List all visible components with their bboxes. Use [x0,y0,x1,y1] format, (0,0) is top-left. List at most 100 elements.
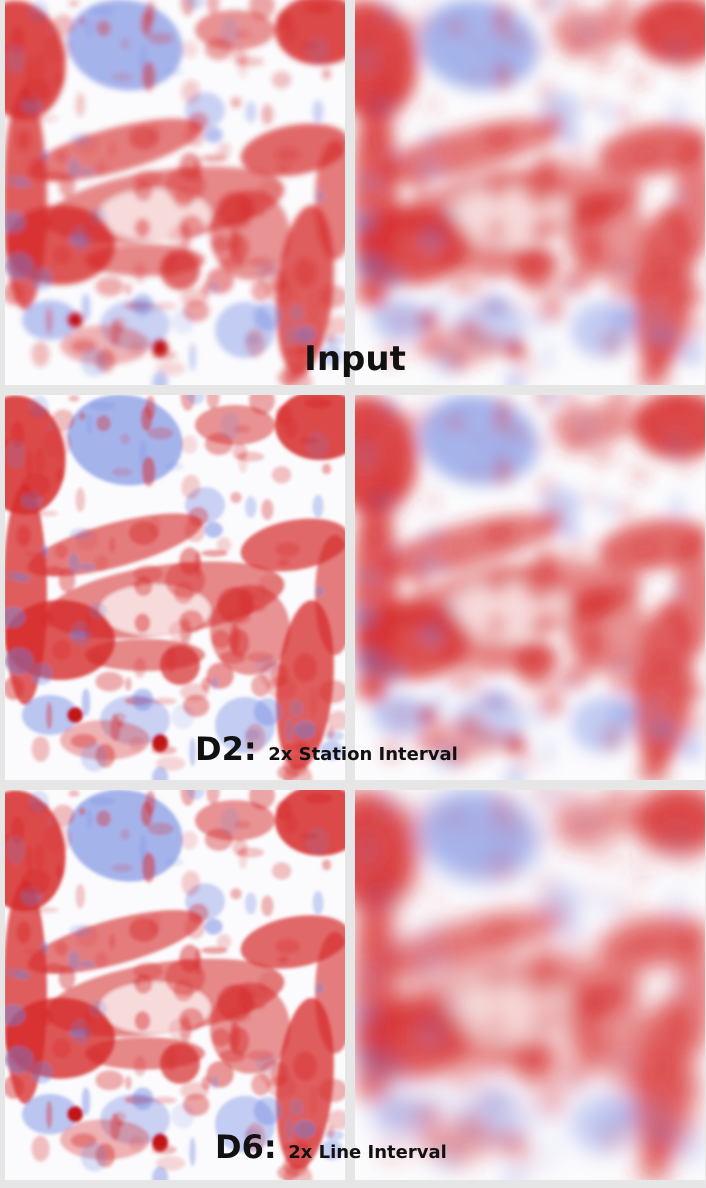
map-blob [58,567,76,593]
map-blob [216,933,232,950]
map-blob [95,671,124,692]
map-blob [681,68,691,80]
map-blob [80,347,108,377]
map-blob [43,824,72,854]
map-blob [589,48,605,66]
map-blob [34,843,45,870]
map-blob [246,256,274,268]
map-blob [606,395,633,415]
map-blob [406,73,417,88]
map-blob [665,431,689,460]
map-blob [603,651,632,663]
map-blob [26,449,34,480]
map-texture [355,395,705,780]
map-blob [219,651,246,664]
map-blob [520,1044,533,1072]
map-blob [615,178,644,201]
map-blob [180,830,198,850]
map-blob [67,1106,83,1123]
map-blob [293,1120,316,1139]
map-blob [602,723,623,753]
map-blob [68,553,80,574]
map-blob [304,792,333,804]
map-blob [180,435,198,454]
map-blob [643,1116,652,1142]
map-blob [567,1028,587,1047]
map-blob [155,756,186,771]
map-blob [505,1145,532,1155]
map-blob [222,217,252,231]
map-blob [145,0,156,25]
map-blob [88,256,106,273]
map-blob [94,555,109,571]
map-blob [151,745,177,755]
map-blob [586,888,599,900]
map-blob [374,948,389,955]
map-blob [54,148,68,164]
map-blob [5,281,24,306]
map-blob [52,1038,71,1059]
map-blob [430,412,439,421]
map-blob [470,720,478,728]
map-blob [366,129,382,152]
map-blob [541,790,561,800]
map-blob [615,970,644,994]
map-blob [58,172,76,198]
map-blob [611,697,640,726]
map-blob [95,276,124,297]
map-blob [16,524,31,547]
map-blob [376,845,384,876]
map-blob [54,543,68,559]
map-blob [410,965,428,991]
map-blob [487,657,501,678]
map-blob [541,395,561,405]
map-blob [132,978,142,987]
map-blob [671,99,683,124]
map-blob [679,1140,704,1161]
map-blob [431,168,449,176]
map-blob [635,955,648,964]
map-blob [20,481,31,497]
map-blob [488,218,505,238]
map-blob [671,890,683,915]
map-blob [485,186,496,195]
map-blob [315,585,325,597]
map-blob [355,281,375,306]
map-blob [28,790,49,814]
map-blob [441,1049,459,1066]
map-blob [69,924,92,937]
map-blob [320,740,344,761]
map-blob [110,714,121,741]
map-blob [643,322,652,347]
map-blob [315,982,325,994]
map-blob [5,647,34,675]
map-blob [535,435,554,454]
map-blob [321,68,332,80]
map-blob [204,126,223,143]
map-blob [669,686,677,717]
map-blob [304,2,333,14]
map-blob [147,32,174,45]
map-blob [132,293,154,316]
map-blob [420,950,432,972]
map-blob [487,565,518,583]
map-blob [674,140,705,260]
map-blob [96,810,112,827]
map-blob [141,852,156,883]
map-blob [421,528,444,541]
map-blob [182,1093,210,1117]
map-blob [26,54,34,85]
map-blob [31,341,50,367]
map-blob [438,18,446,40]
map-blob [181,474,201,500]
map-texture [355,790,705,1180]
map-blob [464,467,487,477]
map-panel [5,395,345,780]
map-blob [69,528,92,541]
map-blob [356,835,376,865]
map-blob [651,258,677,288]
map-blob [245,1122,266,1153]
map-blob [420,395,432,402]
map-blob [189,342,196,372]
map-blob [149,120,161,142]
